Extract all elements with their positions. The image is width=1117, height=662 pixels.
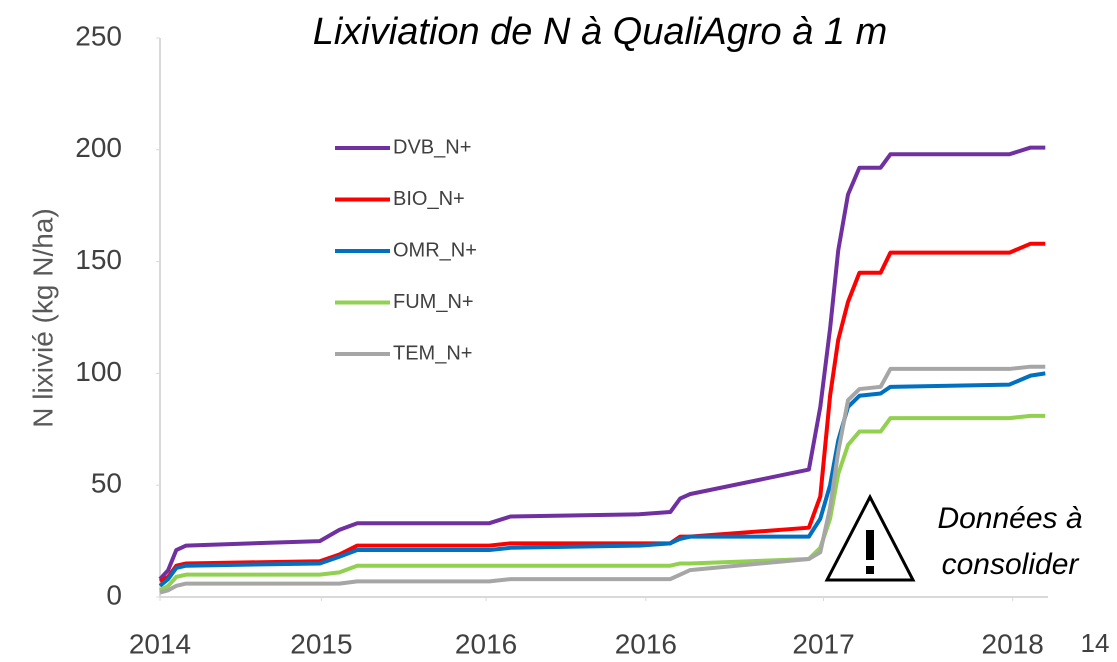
warning-icon	[824, 493, 916, 582]
y-tick-label: 50	[91, 468, 122, 499]
annotation: Données à	[937, 502, 1082, 535]
legend-label: BIO_N+	[393, 188, 465, 210]
series-line	[159, 241, 1046, 584]
series-line	[158, 371, 1046, 588]
annotation: consolider	[942, 548, 1080, 581]
y-tick-label: 200	[75, 132, 122, 163]
legend-label: DVB_N+	[393, 136, 471, 158]
page-number: 14	[1081, 628, 1110, 658]
y-tick-label: 250	[75, 20, 122, 51]
x-tick-label: 2016	[455, 628, 517, 659]
y-tick-label: 100	[75, 356, 122, 387]
x-tick-label: 2015	[290, 628, 352, 659]
legend-label: OMR_N+	[393, 239, 477, 261]
y-axis-label: N lixivié (kg N/ha)	[27, 208, 58, 427]
series-line	[159, 413, 1046, 593]
x-tick-label: 2017	[792, 628, 854, 659]
legend-label: TEM_N+	[393, 342, 472, 364]
x-tick-label: 2014	[129, 628, 191, 659]
x-tick-label: 2016	[615, 628, 677, 659]
series-line	[158, 145, 1046, 581]
x-tick-label: 2018	[982, 628, 1044, 659]
legend-label: FUM_N+	[393, 291, 474, 313]
y-tick-label: 0	[106, 579, 122, 610]
y-tick-label: 150	[75, 244, 122, 275]
series-line	[159, 364, 1046, 595]
chart-title: Lixiviation de N à QualiAgro à 1 m	[313, 11, 888, 53]
